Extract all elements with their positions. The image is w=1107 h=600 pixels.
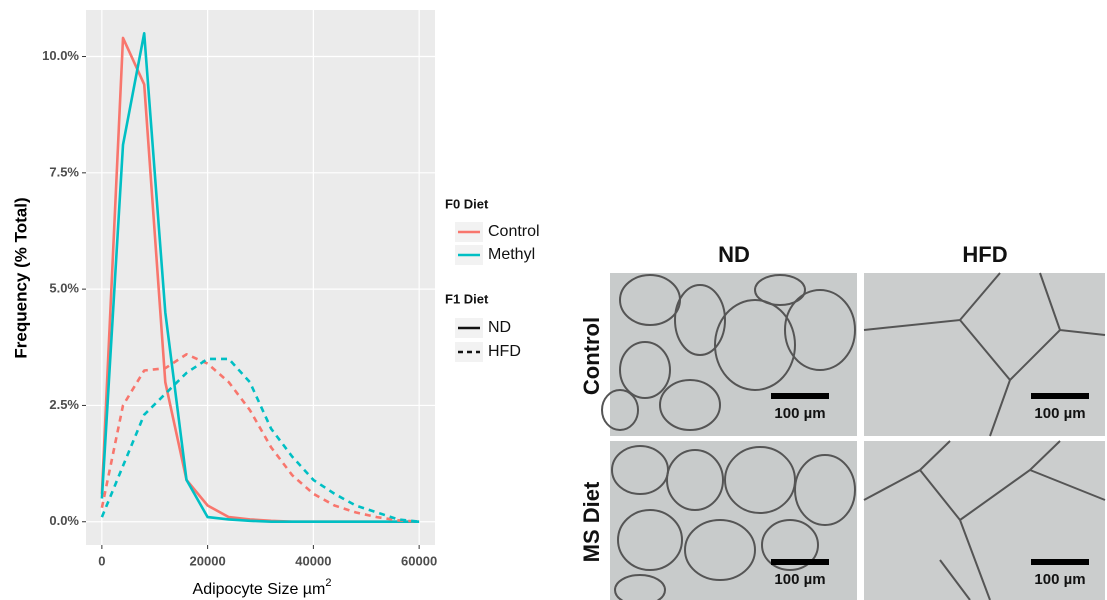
legend-label: Control <box>488 223 540 240</box>
legend-title: F1 Diet <box>445 291 489 306</box>
scale-bar <box>771 393 829 399</box>
x-tick-label: 40000 <box>295 553 331 568</box>
scale-bar-label: 100 µm <box>774 571 825 588</box>
scale-bar-label: 100 µm <box>1034 405 1085 422</box>
lines <box>100 31 420 523</box>
scale-bar <box>1031 393 1089 399</box>
y-tick-label: 10.0% <box>42 48 79 63</box>
micrographs: ND HFD Control MS Diet 100 µm <box>579 242 1106 600</box>
micrograph <box>864 273 1105 436</box>
y-axis-title: Frequency (% Total) <box>11 197 30 358</box>
scale-bar-label: 100 µm <box>774 405 825 422</box>
cells <box>863 440 1106 600</box>
x-axis-title-sup: 2 <box>325 577 331 589</box>
scale-bars: 100 µm 100 µm 100 µm 100 µm <box>771 393 1089 588</box>
series-line <box>100 357 420 523</box>
scale-bar-label: 100 µm <box>1034 571 1085 588</box>
cells <box>611 445 856 600</box>
y-tick-label: 0.0% <box>49 513 79 528</box>
y-tick-label: 7.5% <box>49 164 79 179</box>
y-tick-label: 2.5% <box>49 397 79 412</box>
cells <box>601 274 856 431</box>
micrograph <box>610 441 857 600</box>
column-label: ND <box>718 242 750 267</box>
x-tick-label: 0 <box>98 553 105 568</box>
column-label: HFD <box>962 242 1007 267</box>
scale-bar <box>1031 559 1089 565</box>
x-axis-title: Adipocyte Size µm2 <box>193 577 332 598</box>
axes: 0.0% 2.5% 5.0% 7.5% 10.0% 0 20000 40000 60000 <box>42 48 437 568</box>
micrograph <box>610 273 857 436</box>
legend-label: HFD <box>488 343 521 360</box>
row-label: MS Diet <box>579 481 604 562</box>
legend: F0 Diet Control Methyl F1 Diet ND HFD <box>445 196 540 362</box>
series-line <box>100 353 420 523</box>
cells <box>863 272 1106 437</box>
x-tick-label: 60000 <box>401 553 437 568</box>
legend-label: ND <box>488 319 511 336</box>
series-line <box>100 31 420 523</box>
x-tick-label: 20000 <box>190 553 226 568</box>
micrograph <box>864 441 1105 600</box>
y-tick-label: 5.0% <box>49 281 79 296</box>
grid <box>86 10 435 545</box>
scale-bar <box>771 559 829 565</box>
plot-panel <box>86 10 435 545</box>
x-axis-title-text: Adipocyte Size µm <box>193 581 326 598</box>
row-label: Control <box>579 317 604 395</box>
legend-label: Methyl <box>488 246 535 263</box>
legend-title: F0 Diet <box>445 196 489 211</box>
